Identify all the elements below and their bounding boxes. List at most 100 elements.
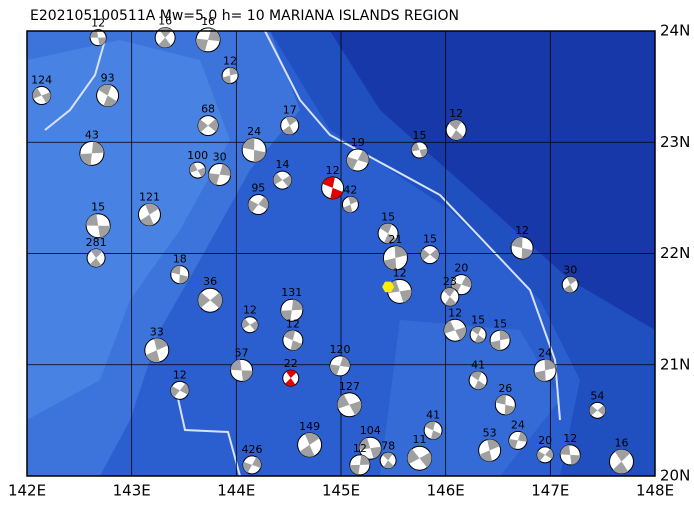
x-tick-label: 142E (8, 482, 46, 500)
beachball-quadrant (280, 310, 292, 322)
depth-label: 20 (538, 434, 552, 447)
beachball: 17 (280, 104, 300, 136)
depth-label: 12 (286, 317, 300, 330)
depth-label: 100 (187, 149, 208, 162)
beachball-quadrant (420, 248, 430, 261)
beachball: 16 (154, 15, 176, 49)
depth-label: 15 (493, 317, 507, 330)
beachball-quadrant (189, 163, 198, 173)
beachball: 78 (379, 439, 397, 469)
beachball: 41 (468, 358, 488, 390)
depth-label: 15 (423, 233, 437, 246)
beachball: 281 (86, 236, 107, 268)
beachball-quadrant (379, 223, 393, 234)
beachball-quadrant (399, 289, 412, 303)
beachball-quadrant (359, 437, 371, 450)
depth-label: 78 (381, 439, 395, 452)
beachball-quadrant (222, 75, 231, 84)
beachball: 53 (478, 426, 502, 462)
beachball-quadrant (612, 461, 629, 474)
depth-label: 120 (329, 343, 350, 356)
beachball-quadrant (430, 430, 442, 440)
depth-label: 24 (511, 418, 525, 431)
beachball-quadrant (179, 274, 189, 284)
beachball: 24 (241, 125, 267, 163)
beachball-quadrant (471, 326, 482, 335)
beachball-quadrant (241, 370, 253, 382)
beachball-quadrant (487, 439, 500, 451)
beachball-quadrant (198, 292, 211, 308)
depth-label: 124 (31, 74, 52, 87)
beachball-quadrant (285, 378, 296, 387)
depth-label: 19 (351, 136, 365, 149)
beachball-quadrant (299, 444, 315, 457)
beachball-quadrant (253, 150, 266, 163)
beachball: 12 (349, 442, 371, 476)
x-tick-label: 145E (322, 482, 360, 500)
beachball-quadrant (357, 150, 369, 164)
depth-label: 149 (299, 420, 320, 433)
beachball-quadrant (560, 444, 571, 455)
beachball: 43 (79, 128, 105, 166)
beachball-quadrant (230, 359, 242, 371)
beachball-quadrant (153, 338, 168, 351)
beachball-quadrant (145, 203, 159, 215)
beachball: 12 (89, 17, 107, 47)
beachball-quadrant (383, 460, 394, 469)
beachball-quadrant (349, 464, 360, 475)
beachball-quadrant (208, 173, 220, 186)
x-tick-label: 143E (113, 482, 151, 500)
depth-label: 24 (247, 125, 261, 138)
beachball-quadrant (170, 385, 180, 398)
beachball-quadrant (171, 265, 181, 275)
beachball-quadrant (384, 233, 397, 244)
beachball-quadrant (383, 257, 397, 270)
beachball-quadrant (419, 148, 428, 158)
depth-label: 42 (343, 184, 357, 197)
beachball: 12 (443, 306, 467, 342)
beachball: 23 (440, 275, 460, 307)
beachball-quadrant (346, 156, 358, 170)
beachball-quadrant (91, 141, 104, 154)
depth-label: 16 (201, 15, 215, 28)
depth-label: 24 (538, 346, 552, 359)
y-tick-label: 22N (660, 244, 690, 262)
depth-label: 43 (85, 128, 99, 141)
beachball-quadrant (140, 214, 154, 226)
depth-label: 18 (173, 253, 187, 266)
beachball-quadrant (329, 364, 340, 376)
beachball-quadrant (229, 67, 238, 76)
beachball: 41 (423, 408, 443, 440)
depth-label: 36 (203, 275, 217, 288)
beachball-quadrant (490, 340, 501, 351)
x-tick-label: 148E (636, 482, 674, 500)
beachball: 12 (445, 107, 467, 141)
beachball-quadrant (103, 95, 117, 107)
beachball: 24 (508, 418, 528, 450)
beachball: 12 (170, 368, 190, 400)
beachball-quadrant (370, 446, 382, 459)
beachball-quadrant (282, 125, 294, 135)
beachball-quadrant (429, 248, 439, 261)
beachball-quadrant (249, 320, 258, 331)
beachball: 15 (377, 210, 399, 244)
depth-label: 14 (275, 158, 289, 171)
beachball-quadrant (537, 450, 546, 461)
beachball-quadrant (248, 199, 259, 213)
beachball: 20 (450, 262, 472, 296)
beachball: 121 (137, 191, 161, 227)
depth-label: 15 (471, 314, 485, 327)
beachball-quadrant (90, 248, 103, 258)
beachball-quadrant (159, 27, 173, 38)
beachball-quadrant (348, 196, 358, 205)
beachball-quadrant (444, 320, 456, 334)
beachball: 24 (533, 346, 557, 382)
beachball-quadrant (495, 394, 506, 405)
depth-label: 12 (353, 442, 367, 455)
beachball-quadrant (290, 340, 303, 351)
beachball-quadrant (145, 350, 160, 363)
beachball-quadrant (534, 370, 546, 382)
beachball: 30 (561, 264, 579, 294)
